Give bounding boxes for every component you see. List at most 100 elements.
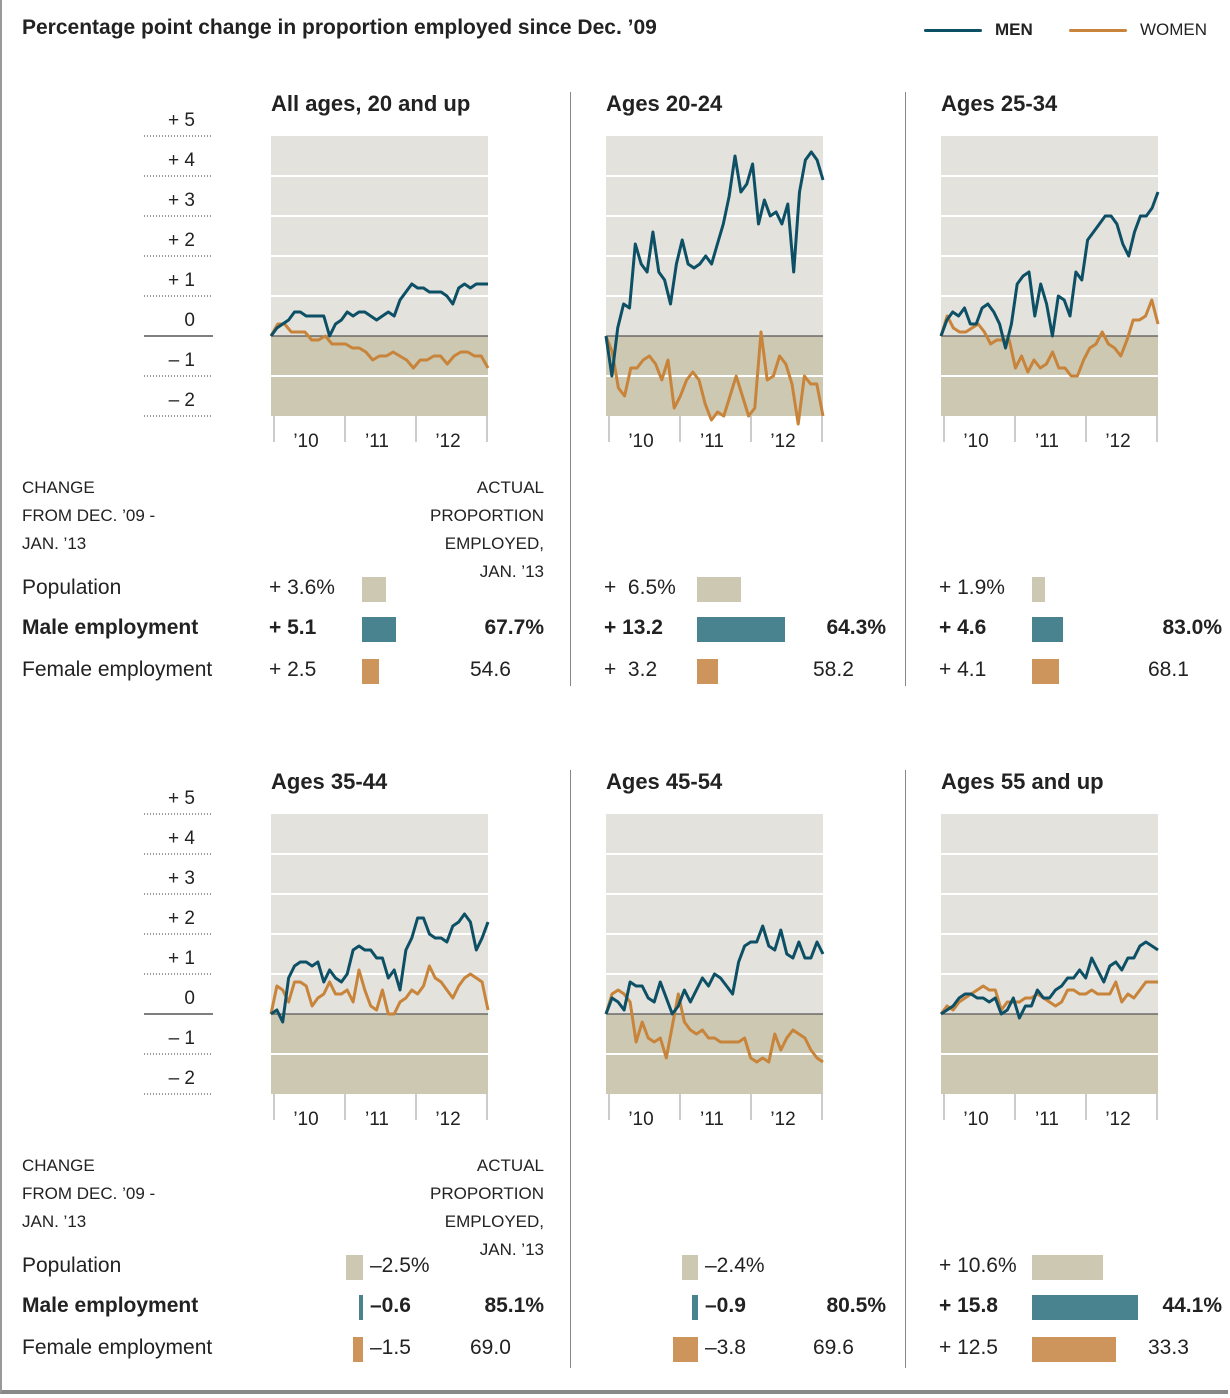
row-label: Female employment	[22, 658, 213, 681]
population-change-value: + 6.5%	[604, 576, 676, 599]
x-tick-label: ’11	[1035, 1109, 1059, 1130]
plot-positive-area	[606, 136, 823, 336]
plot-positive-area	[271, 814, 488, 1014]
population-change-bar	[1032, 1255, 1104, 1280]
women-series-line	[604, 988, 824, 1064]
row-label: Male employment	[22, 616, 199, 639]
women-line-swatch-icon	[1069, 28, 1127, 32]
x-tick-label: ’11	[365, 431, 389, 452]
y-tick-label: – 1	[169, 350, 195, 371]
female-change-bar	[1032, 659, 1060, 684]
legend-women: WOMEN	[1069, 20, 1207, 40]
women-series-line	[269, 964, 490, 1016]
male-change-bar	[362, 617, 397, 642]
plot-positive-area	[271, 136, 488, 336]
x-tick-label: ’11	[1035, 431, 1059, 452]
population-change-bar	[1032, 577, 1045, 602]
male-change-bar	[1032, 617, 1063, 642]
x-tick-label: ’11	[700, 1109, 724, 1130]
female-change-value: + 12.5	[939, 1336, 998, 1359]
y-tick-label: – 1	[169, 1028, 195, 1049]
x-tick-label: ’12	[1105, 1109, 1130, 1130]
header-actual-line: PROPORTION	[430, 506, 544, 525]
y-tick-label: + 1	[168, 948, 195, 969]
men-series-line	[270, 912, 490, 1024]
population-change-value: –2.4%	[705, 1254, 765, 1277]
panel-title: All ages, 20 and up	[271, 91, 470, 116]
male-change-value: + 5.1	[269, 616, 317, 639]
plot-positive-area	[941, 814, 1158, 1014]
header-actual-line: ACTUAL	[476, 478, 544, 497]
male-actual-value: 64.3%	[826, 616, 886, 639]
male-actual-value: 85.1%	[484, 1294, 544, 1317]
panel-title: Ages 25-34	[941, 91, 1058, 116]
population-change-value: –2.5%	[370, 1254, 430, 1277]
male-change-bar	[358, 1295, 363, 1320]
women-series-line	[269, 322, 490, 370]
plot-positive-area	[941, 136, 1158, 336]
header-change-line: CHANGE	[22, 1156, 95, 1175]
x-tick-label: ’10	[963, 1109, 988, 1130]
x-tick-label: ’12	[435, 431, 460, 452]
header-change-line: CHANGE	[22, 478, 95, 497]
male-actual-value: 80.5%	[826, 1294, 886, 1317]
population-change-bar	[697, 577, 741, 602]
population-change-value: + 10.6%	[939, 1254, 1017, 1277]
female-actual-value: 33.3	[1148, 1336, 1189, 1359]
header-actual-line: EMPLOYED,	[444, 1212, 544, 1231]
men-series-line	[939, 191, 1160, 350]
y-tick-label: 0	[184, 310, 195, 331]
panel-title: Ages 20-24	[606, 91, 723, 116]
x-tick-label: ’11	[700, 431, 724, 452]
row-label: Population	[22, 1254, 122, 1277]
y-tick-label: + 4	[168, 828, 195, 849]
male-change-value: –0.9	[705, 1294, 746, 1317]
population-change-value: + 1.9%	[939, 576, 1005, 599]
female-change-bar	[352, 1337, 363, 1362]
y-tick-label: 0	[184, 988, 195, 1009]
male-change-bar	[691, 1295, 698, 1320]
panel-title: Ages 55 and up	[941, 769, 1104, 794]
female-actual-value: 68.1	[1148, 658, 1189, 681]
header-actual-line: PROPORTION	[430, 1184, 544, 1203]
y-tick-label: + 3	[168, 190, 195, 211]
female-actual-value: 69.6	[813, 1336, 854, 1359]
female-change-value: –3.8	[705, 1336, 746, 1359]
row-label: Female employment	[22, 1336, 213, 1359]
female-change-value: + 4.1	[939, 658, 987, 681]
male-actual-value: 44.1%	[1162, 1294, 1222, 1317]
population-change-value: + 3.6%	[269, 576, 335, 599]
header-change-line: JAN. ’13	[22, 1212, 87, 1231]
y-tick-label: – 2	[169, 390, 195, 411]
x-tick-label: ’12	[1105, 431, 1130, 452]
header-actual-line: JAN. ’13	[479, 562, 544, 581]
x-tick-label: ’10	[293, 1109, 318, 1130]
column-divider	[570, 770, 571, 1368]
legend-men: MEN	[924, 20, 1033, 40]
female-change-bar	[672, 1337, 698, 1362]
x-tick-label: ’12	[770, 1109, 795, 1130]
legend-women-label: WOMEN	[1140, 20, 1208, 39]
x-tick-label: ’12	[770, 431, 795, 452]
female-change-value: + 2.5	[269, 658, 317, 681]
male-actual-value: 67.7%	[484, 616, 544, 639]
y-tick-label: + 3	[168, 868, 195, 889]
x-tick-label: ’10	[628, 1109, 653, 1130]
header-change-line: JAN. ’13	[22, 534, 87, 553]
men-series-line	[604, 924, 825, 1016]
population-change-bar	[681, 1255, 698, 1280]
panel-title: Ages 45-54	[606, 769, 723, 794]
men-series-line	[940, 940, 1159, 1020]
legend-men-label: MEN	[995, 20, 1033, 39]
male-change-bar	[697, 617, 786, 642]
female-actual-value: 69.0	[470, 1336, 511, 1359]
y-tick-label: + 1	[168, 270, 195, 291]
column-divider	[905, 770, 906, 1368]
header-actual-line: ACTUAL	[476, 1156, 544, 1175]
header-actual-line: EMPLOYED,	[444, 534, 544, 553]
header-actual-line: JAN. ’13	[479, 1240, 544, 1259]
column-divider	[905, 92, 906, 686]
row-label: Population	[22, 576, 122, 599]
